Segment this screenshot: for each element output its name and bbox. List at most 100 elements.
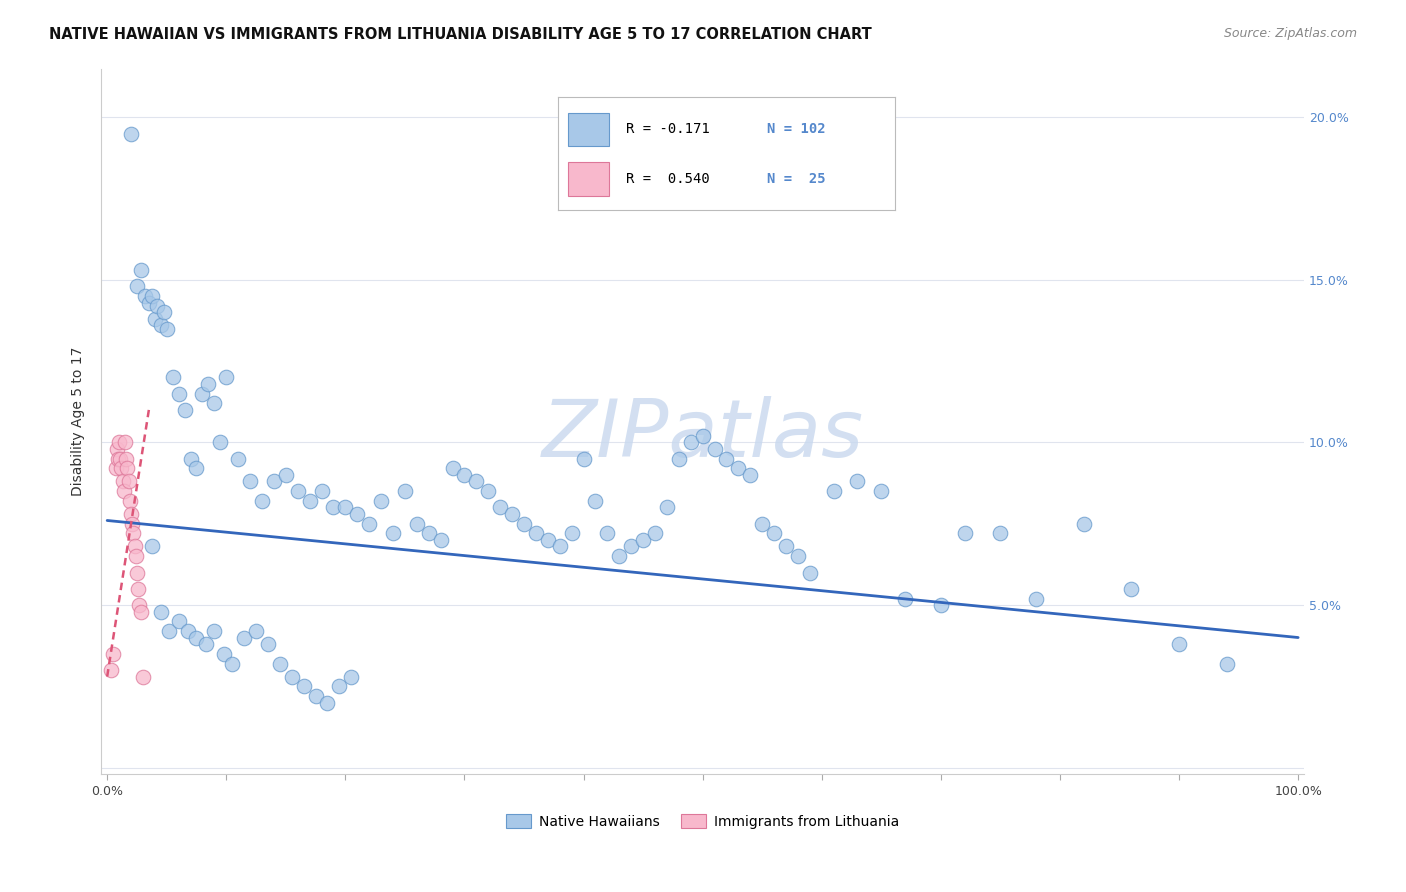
Point [716,451,738,466]
Point [405,516,427,531]
Point [110,461,132,475]
Legend: Native Hawaiians, Immigrants from Lithuania: Native Hawaiians, Immigrants from Lithua… [501,808,905,834]
Point [585,494,607,508]
Point [195,637,218,651]
Point [221,657,243,671]
Point [157,624,180,638]
Point [561,526,583,541]
Point [215,370,238,384]
Point [953,526,976,541]
Point [607,549,630,564]
Point [596,526,619,541]
Point [138,295,160,310]
Point [186,631,208,645]
Point [655,500,678,515]
Point [631,533,654,547]
Point [141,540,163,554]
Point [513,516,536,531]
Point [1168,637,1191,651]
Point [1025,591,1047,606]
Point [328,679,350,693]
Point [311,484,333,499]
Point [112,484,135,499]
Point [668,451,690,466]
Point [149,605,172,619]
Point [118,494,141,508]
Point [620,540,643,554]
Point [114,435,136,450]
Point [122,526,145,541]
Point [233,631,256,645]
Point [418,526,440,541]
Point [292,679,315,693]
Point [180,451,202,466]
Point [146,299,169,313]
Y-axis label: Disability Age 5 to 17: Disability Age 5 to 17 [72,347,86,496]
Point [703,442,725,456]
Point [692,429,714,443]
Point [111,475,134,489]
Point [763,526,786,541]
Point [644,526,666,541]
Point [548,540,571,554]
Point [132,669,155,683]
Point [141,289,163,303]
Point [370,494,392,508]
Point [107,451,129,466]
Point [115,451,138,466]
Point [124,540,146,554]
Text: ZIPatlas: ZIPatlas [541,396,863,475]
Point [359,516,381,531]
Point [209,435,232,450]
Point [129,605,152,619]
Point [129,263,152,277]
Point [429,533,451,547]
Point [346,507,368,521]
Point [740,467,762,482]
Point [143,311,166,326]
Point [340,669,363,683]
Point [117,461,139,475]
Text: Source: ZipAtlas.com: Source: ZipAtlas.com [1223,27,1357,40]
Point [281,669,304,683]
Point [1121,582,1143,596]
Point [104,461,127,475]
Point [894,591,917,606]
Point [101,647,124,661]
Point [191,386,214,401]
Point [799,566,821,580]
Point [394,484,416,499]
Point [465,475,488,489]
Point [167,614,190,628]
Point [128,598,150,612]
Point [120,127,142,141]
Point [134,289,156,303]
Point [1073,516,1095,531]
Point [125,549,148,564]
Point [162,370,184,384]
Point [929,598,952,612]
Point [121,516,143,531]
Point [105,442,128,456]
Point [846,475,869,489]
Point [287,484,309,499]
Point [316,696,339,710]
Point [149,318,172,333]
Point [110,451,132,466]
Point [239,475,262,489]
Point [679,435,702,450]
Point [202,396,225,410]
Point [120,507,142,521]
Point [823,484,845,499]
Point [125,279,148,293]
Point [125,566,148,580]
Point [537,533,560,547]
Point [173,403,195,417]
Point [167,386,190,401]
Point [250,494,273,508]
Point [727,461,749,475]
Point [156,321,179,335]
Point [501,507,523,521]
Point [269,657,291,671]
Point [990,526,1012,541]
